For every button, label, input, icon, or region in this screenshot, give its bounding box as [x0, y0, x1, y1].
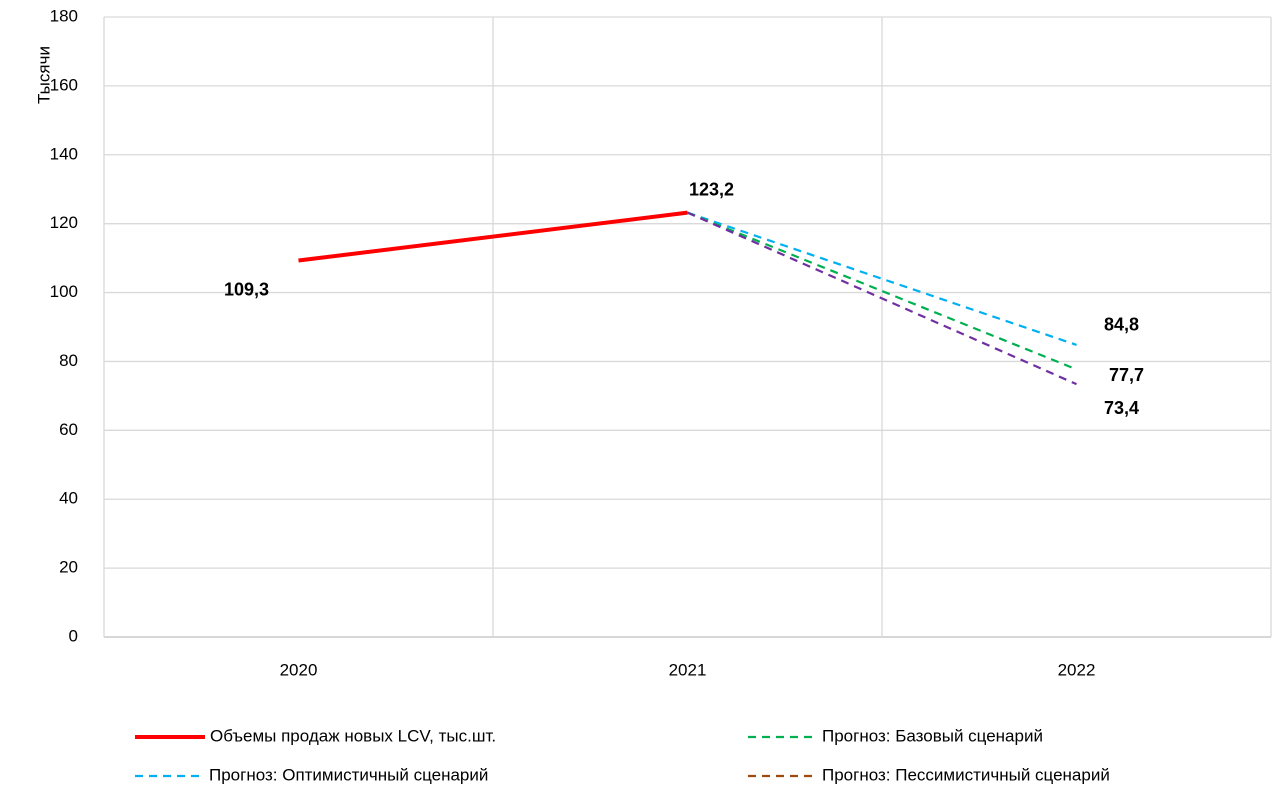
y-tick-label: 180 — [50, 6, 78, 25]
y-tick-label: 140 — [50, 144, 78, 163]
y-tick-label: 80 — [59, 351, 78, 370]
y-tick-label: 100 — [50, 282, 78, 301]
y-tick-label: 20 — [59, 558, 78, 577]
legend-label: Прогноз: Базовый сценарий — [822, 726, 1043, 745]
y-tick-label: 60 — [59, 420, 78, 439]
y-axis-label: Тысячи — [34, 46, 53, 104]
x-tick-label: 2021 — [669, 660, 707, 679]
legend-label: Прогноз: Пессимистичный сценарий — [822, 765, 1110, 784]
series-line — [687, 211, 1077, 346]
series-line — [687, 211, 1077, 386]
y-tick-label: 40 — [59, 489, 78, 508]
y-tick-label: 120 — [50, 213, 78, 232]
y-tick-label: 0 — [69, 626, 78, 645]
series-line — [298, 210, 688, 263]
data-label: 73,4 — [1104, 398, 1139, 418]
data-label: 109,3 — [224, 279, 269, 299]
y-tick-label: 160 — [50, 75, 78, 94]
data-label: 84,8 — [1104, 315, 1139, 335]
data-label: 77,7 — [1109, 365, 1144, 385]
legend-label: Объемы продаж новых LCV, тыс.шт. — [210, 726, 496, 745]
x-tick-label: 2020 — [280, 660, 318, 679]
legend-label: Прогноз: Оптимистичный сценарий — [209, 765, 488, 784]
x-tick-label: 2022 — [1058, 660, 1096, 679]
data-label: 123,2 — [689, 179, 734, 199]
